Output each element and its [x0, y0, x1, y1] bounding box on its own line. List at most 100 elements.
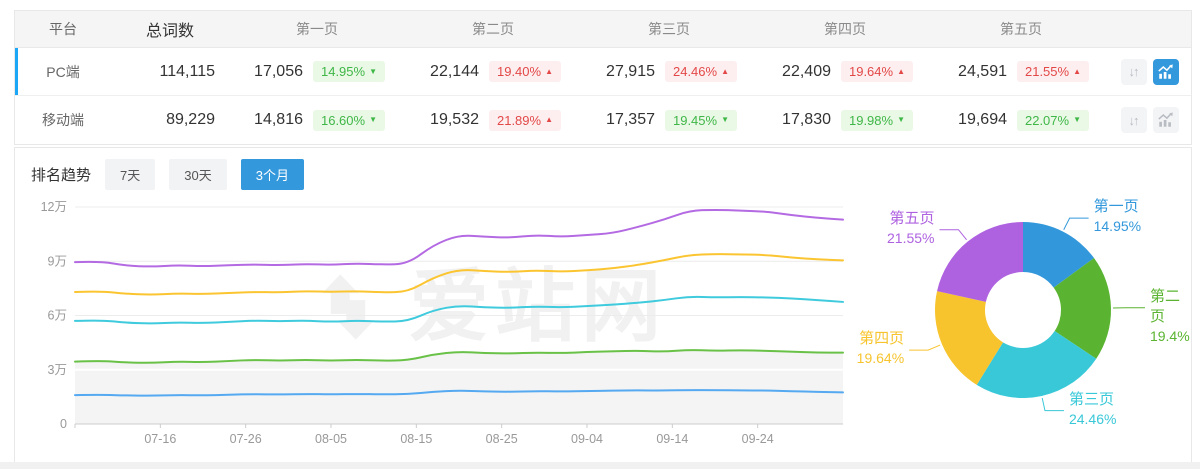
line-chart-canvas: 07-16 07-26 08-05 08-15 08-25 09-04 09-14 09-24…: [41, 200, 844, 446]
svg-text:0: 0: [60, 417, 67, 431]
page3-cell: 17,357 19.45% ▼: [581, 96, 757, 144]
pct-badge: 24.46% ▲: [664, 61, 737, 82]
trend-title: 排名趋势: [31, 166, 92, 184]
donut-label-pct: 19.4%: [1149, 328, 1190, 345]
pct-badge: 19.45% ▼: [664, 109, 737, 131]
table-row-pc[interactable]: PC端 114,115 17,056 14.95% ▼ 22,144 19.40%…: [15, 48, 1191, 96]
trend-header: 排名趋势 7天 30天 3个月: [15, 148, 1191, 190]
tab-30-days[interactable]: 30天: [169, 158, 227, 190]
donut-label-name: 第五页: [889, 209, 935, 227]
svg-text:09-24: 09-24: [742, 432, 774, 446]
tab-7-days[interactable]: 7天: [105, 158, 156, 190]
trend-arrow-icon: ▼: [369, 115, 377, 124]
trend-arrow-icon: ▲: [545, 115, 553, 124]
page1-cell: 14,816 16.60% ▼: [229, 96, 405, 144]
svg-text:07-26: 07-26: [230, 432, 262, 446]
page3-cell: 27,915 24.46% ▲: [581, 48, 757, 95]
col-header-total-words: 总词数: [145, 23, 194, 40]
donut-chart-canvas: [909, 217, 1145, 412]
pct-badge: 19.98% ▼: [840, 109, 913, 131]
page-count: 17,830: [782, 111, 831, 128]
svg-text:6万: 6万: [48, 309, 67, 323]
donut-label-pct: 19.64%: [856, 350, 905, 367]
col-header-page2: 第二页: [472, 21, 514, 37]
trend-arrow-icon: ▼: [369, 66, 377, 76]
actions-cell: ↓↑: [1109, 48, 1191, 95]
table-row-mobile[interactable]: 移动端 89,229 14,816 16.60% ▼ 19,532 21.89% ▲…: [15, 96, 1191, 144]
sort-compare-icon[interactable]: ↓↑: [1121, 107, 1147, 133]
trend-body: 爱站网 07-16 07-26 08-05 08-15 08-25 09-04 09-14 0…: [15, 192, 1191, 469]
page-bottom-strip: [0, 462, 1200, 469]
trend-arrow-icon: ▼: [721, 115, 729, 124]
donut-label-name: 第三页: [1068, 390, 1114, 408]
donut-label-pct: 14.95%: [1093, 218, 1142, 235]
col-header-actions: [1109, 11, 1191, 47]
page-count: 22,409: [782, 62, 831, 80]
tab-3-months[interactable]: 3个月: [240, 158, 304, 190]
svg-text:07-16: 07-16: [144, 432, 176, 446]
page4-cell: 22,409 19.64% ▲: [757, 48, 933, 95]
page-count: 17,357: [606, 111, 655, 128]
sort-compare-icon[interactable]: ↓↑: [1121, 58, 1147, 85]
donut-label-name: 第一页: [1093, 198, 1139, 216]
trend-arrow-icon: ▲: [1073, 66, 1081, 76]
donut-label-name: 第四页: [859, 330, 905, 348]
col-header-page3: 第三页: [648, 21, 690, 37]
page-count: 24,591: [958, 62, 1007, 80]
total-words-cell: 114,115: [159, 62, 215, 80]
donut-label-pct: 24.46%: [1068, 410, 1117, 427]
page1-cell: 17,056 14.95% ▼: [229, 48, 405, 95]
donut-label-1: 第一页 14.95%: [1094, 197, 1141, 236]
svg-text:9万: 9万: [48, 254, 67, 268]
page5-cell: 19,694 22.07% ▼: [933, 96, 1109, 144]
page-count: 22,144: [430, 62, 479, 80]
trend-panel: 排名趋势 7天 30天 3个月 爱站网 07-16 07-26 08-05 08-15…: [14, 147, 1192, 464]
donut-label-5: 第五页 21.55%: [887, 209, 934, 248]
donut-label-4: 第四页 19.64%: [857, 329, 904, 368]
page-count: 27,915: [606, 62, 655, 80]
trend-arrow-icon: ▲: [721, 66, 729, 76]
svg-text:08-15: 08-15: [400, 432, 432, 446]
svg-text:3万: 3万: [48, 363, 67, 377]
page-count: 19,532: [430, 111, 479, 128]
trend-chart-icon[interactable]: [1153, 58, 1179, 85]
page5-cell: 24,591 21.55% ▲: [933, 48, 1109, 95]
platform-cell: 移动端: [42, 112, 84, 128]
svg-text:12万: 12万: [41, 200, 67, 214]
pct-badge: 22.07% ▼: [1016, 109, 1089, 131]
ranking-table: 平台 总词数 第一页 第二页 第三页 第四页 第五页 PC端 114,115 1…: [14, 10, 1192, 145]
svg-text:09-14: 09-14: [656, 432, 688, 446]
page-distribution-donut: 第一页 14.95% 第二页 19.4% 第三页 24.46% 第四页 19.64% 第五页 21…: [845, 192, 1190, 469]
donut-label-name: 第二页: [1149, 287, 1180, 325]
table-header-row: 平台 总词数 第一页 第二页 第三页 第四页 第五页: [15, 11, 1191, 48]
trend-arrow-icon: ▲: [897, 66, 905, 76]
page-count: 14,816: [254, 111, 303, 128]
page2-cell: 22,144 19.40% ▲: [405, 48, 581, 95]
page4-cell: 17,830 19.98% ▼: [757, 96, 933, 144]
actions-cell: ↓↑: [1109, 96, 1191, 144]
total-words-cell: 89,229: [166, 111, 215, 128]
trend-arrow-icon: ▼: [1073, 115, 1081, 124]
pct-badge: 16.60% ▼: [312, 109, 385, 131]
pct-badge: 19.40% ▲: [488, 61, 561, 82]
svg-text:08-25: 08-25: [486, 432, 518, 446]
col-header-platform: 平台: [49, 21, 77, 37]
donut-label-3: 第三页 24.46%: [1069, 390, 1116, 429]
pct-badge: 14.95% ▼: [312, 61, 385, 82]
donut-label-pct: 21.55%: [887, 229, 935, 246]
col-header-page5: 第五页: [1000, 21, 1042, 37]
svg-text:09-04: 09-04: [571, 432, 603, 446]
trend-arrow-icon: ▼: [897, 115, 905, 124]
page-count: 19,694: [958, 111, 1007, 128]
svg-text:08-05: 08-05: [315, 432, 347, 446]
pct-badge: 21.55% ▲: [1016, 61, 1089, 82]
col-header-page1: 第一页: [296, 21, 338, 37]
col-header-page4: 第四页: [824, 21, 866, 37]
donut-label-2: 第二页 19.4%: [1150, 287, 1190, 346]
platform-cell: PC端: [46, 63, 80, 80]
pct-badge: 19.64% ▲: [840, 61, 913, 82]
pct-badge: 21.89% ▲: [488, 109, 561, 131]
trend-line-chart: 爱站网 07-16 07-26 08-05 08-15 08-25 09-04 09-14 0…: [15, 192, 845, 460]
trend-chart-icon[interactable]: [1153, 107, 1179, 133]
